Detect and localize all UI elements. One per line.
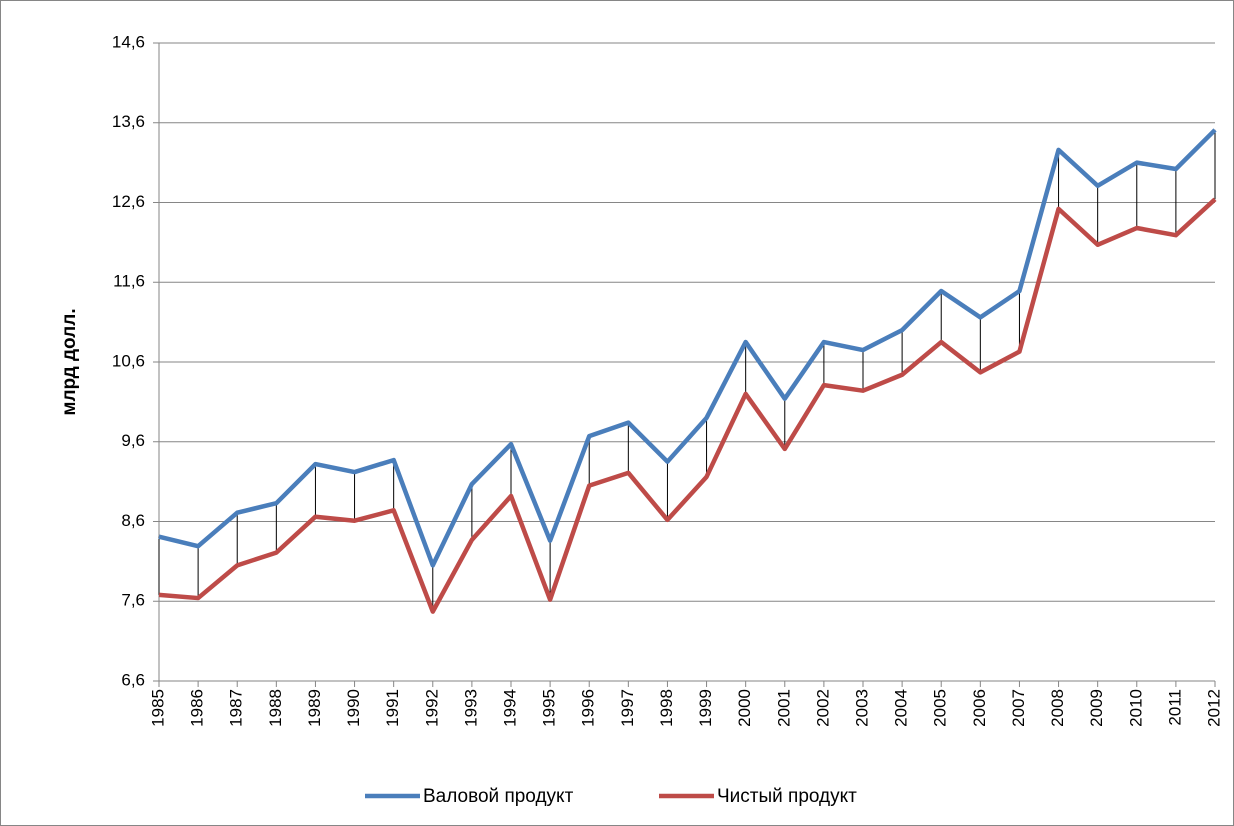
x-tick-label: 1994: [500, 689, 519, 727]
x-tick-label: 1987: [227, 689, 246, 727]
series-line: [158, 128, 1217, 568]
x-tick-label: 2010: [1126, 689, 1145, 727]
x-tick-label: 1985: [148, 689, 167, 727]
x-tick-label: 1989: [305, 689, 324, 727]
x-tick-label: 1996: [579, 689, 598, 727]
y-tick-label: 7,6: [121, 591, 145, 610]
x-tick-label: 2000: [735, 689, 754, 727]
series-line: [158, 197, 1217, 614]
y-tick-label: 8,6: [121, 511, 145, 530]
y-tick-label: 9,6: [121, 431, 145, 450]
x-tick-label: 1998: [657, 689, 676, 727]
x-tick-label: 2006: [970, 689, 989, 727]
y-tick-label: 6,6: [121, 670, 145, 689]
x-tick-label: 2001: [774, 689, 793, 727]
x-tick-label: 2012: [1204, 689, 1223, 727]
y-tick-label: 10,6: [112, 351, 145, 370]
x-tick-label: 2008: [1048, 689, 1067, 727]
y-tick-label: 11,6: [113, 272, 145, 291]
x-tick-label: 2009: [1087, 689, 1106, 727]
x-tick-label: 1988: [266, 689, 285, 727]
x-tick-label: 2007: [1009, 689, 1028, 727]
x-tick-label: 1986: [188, 689, 207, 727]
x-tick-label: 2011: [1165, 689, 1184, 726]
x-tick-label: 2004: [892, 689, 911, 727]
x-tick-label: 1991: [383, 689, 402, 727]
legend-label: Чистый продукт: [717, 786, 857, 807]
x-tick-label: 1999: [696, 689, 715, 727]
x-tick-label: 2002: [813, 689, 832, 727]
x-tick-label: 1997: [618, 689, 637, 727]
x-tick-label: 1993: [461, 689, 480, 727]
x-tick-label: 2005: [931, 689, 950, 727]
x-tick-label: 1992: [422, 689, 441, 727]
y-axis-label: млрд долл.: [59, 308, 80, 415]
y-tick-label: 13,6: [112, 112, 145, 131]
x-tick-label: 1990: [344, 689, 363, 727]
x-tick-label: 2003: [852, 689, 871, 727]
y-tick-label: 12,6: [112, 192, 145, 211]
x-tick-label: 1995: [540, 689, 559, 727]
y-tick-label: 14,6: [112, 32, 145, 51]
legend-label: Валовой продукт: [423, 786, 574, 807]
